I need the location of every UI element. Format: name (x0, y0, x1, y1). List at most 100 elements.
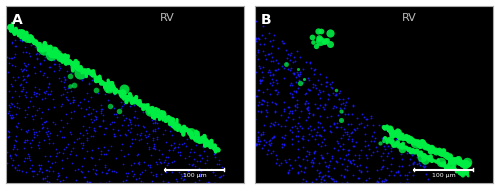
Point (254, 110, 262, 113)
Point (300, 77, 308, 80)
Point (370, 130, 378, 133)
Point (308, 165, 316, 168)
Point (40, 139, 48, 142)
Point (64, 98, 72, 101)
Point (30, 131, 38, 134)
Point (316, 73, 324, 76)
Point (80, 157, 88, 160)
Point (95, 80, 103, 83)
Point (70, 98, 78, 101)
Point (302, 99, 310, 102)
Point (384, 145, 392, 148)
Point (28, 139, 36, 142)
Point (106, 85, 114, 88)
Point (183, 138, 191, 141)
Point (146, 109, 154, 112)
Point (84, 169, 92, 172)
Point (18, 170, 26, 173)
Point (112, 134, 120, 137)
Point (328, 177, 336, 180)
Point (275, 163, 283, 166)
Point (254, 130, 262, 133)
Point (334, 114, 342, 117)
Point (300, 165, 308, 168)
Point (298, 126, 306, 129)
Point (16, 67, 24, 70)
Point (254, 88, 262, 91)
Point (316, 91, 324, 94)
Point (270, 135, 278, 138)
Point (34, 143, 42, 146)
Point (263, 111, 271, 114)
Point (68, 161, 76, 164)
Point (134, 123, 142, 126)
Point (370, 124, 378, 127)
Point (25, 52, 33, 55)
Point (296, 165, 304, 168)
Point (378, 180, 386, 183)
Point (126, 118, 134, 121)
Point (272, 81, 280, 84)
Point (320, 40, 328, 43)
Point (302, 60, 310, 63)
Point (303, 107, 311, 110)
Point (44, 129, 52, 132)
Point (356, 164, 364, 167)
Point (300, 102, 308, 105)
Point (328, 156, 336, 159)
Point (162, 171, 170, 174)
Point (3, 55, 11, 58)
Point (316, 134, 324, 137)
Point (110, 112, 118, 115)
Point (86, 134, 94, 137)
Point (51, 122, 59, 125)
Point (38, 126, 46, 129)
Point (332, 89, 340, 92)
Point (325, 174, 333, 177)
Point (110, 169, 118, 172)
Point (76, 132, 84, 135)
Point (34, 164, 42, 167)
Point (30, 91, 38, 94)
Point (308, 36, 316, 39)
Point (43, 133, 51, 136)
Point (284, 53, 292, 56)
Point (408, 153, 416, 156)
Point (112, 88, 120, 91)
Point (5, 110, 13, 113)
Point (30, 93, 38, 96)
Point (311, 68, 319, 71)
Point (24, 37, 32, 40)
Point (342, 168, 350, 171)
Point (277, 125, 285, 128)
Point (136, 133, 144, 136)
Point (68, 100, 76, 104)
Point (13, 126, 21, 129)
Point (341, 112, 349, 115)
Point (35, 146, 43, 150)
Point (98, 108, 106, 111)
Point (256, 79, 264, 83)
Point (152, 120, 160, 123)
Point (268, 45, 276, 48)
Point (58, 136, 66, 139)
Point (196, 153, 204, 156)
Point (14, 75, 22, 79)
Point (210, 152, 218, 155)
Point (131, 124, 139, 127)
Point (64, 90, 72, 93)
Point (190, 158, 198, 161)
Point (358, 169, 366, 172)
Point (256, 103, 264, 106)
Point (98, 170, 106, 173)
Point (100, 114, 108, 117)
Point (159, 180, 167, 183)
Point (316, 134, 324, 137)
Point (20, 157, 28, 160)
Point (382, 178, 390, 181)
Point (292, 80, 300, 83)
Point (73, 138, 81, 141)
Text: 100 μm: 100 μm (182, 173, 206, 178)
Point (309, 161, 317, 164)
Point (296, 56, 304, 59)
